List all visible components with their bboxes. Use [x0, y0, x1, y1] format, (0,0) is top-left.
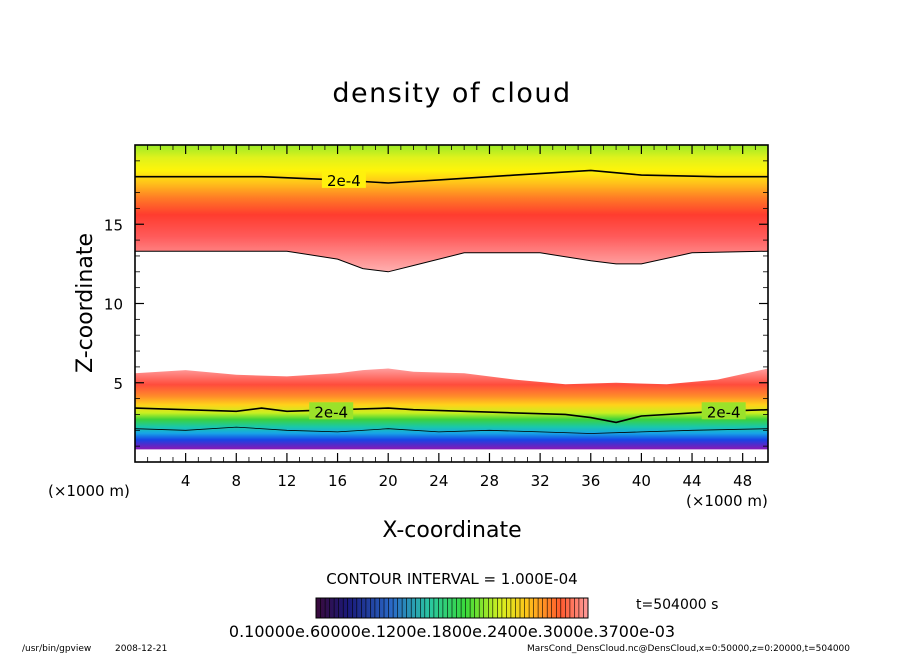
- upper-cloud-layer: [135, 145, 768, 272]
- x-tick-label: 20: [379, 472, 398, 490]
- footer-program: /usr/bin/gpview: [22, 644, 91, 654]
- contour-label: 2e-4: [314, 403, 348, 421]
- chart-title: density of cloud: [332, 78, 571, 109]
- x-tick-label: 16: [328, 472, 347, 490]
- colorbar-level-lines: [320, 598, 584, 618]
- lower-thin-contour-line: [135, 426, 768, 434]
- contour-label-bg: [321, 170, 366, 188]
- x-tick-label: 44: [682, 472, 701, 490]
- time-label: t=504000 s: [636, 597, 718, 613]
- x-tick-label: 4: [181, 472, 191, 490]
- x-tick-label: 32: [531, 472, 550, 490]
- upper-contour-line: [135, 169, 768, 184]
- colorbar-labels: 0.10000e.60000e.1200e.1800e.2400e.3000e.…: [229, 622, 675, 641]
- x-tick-label: 28: [480, 472, 499, 490]
- y-axis-units: (×1000 m): [48, 482, 130, 500]
- contour-label: 2e-4: [707, 403, 741, 421]
- lower-contour-line: [135, 407, 768, 424]
- x-axis-label: X-coordinate: [382, 518, 521, 543]
- y-tick-label: 15: [104, 216, 123, 234]
- x-tick-label: 40: [632, 472, 651, 490]
- x-axis-ticks: 4 8 12 16 20 24 28 32 36 40 44 48: [147, 145, 756, 490]
- footer-source: MarsCond_DensCloud.nc@DensCloud,x=0:5000…: [527, 644, 850, 654]
- contour-interval-text: CONTOUR INTERVAL = 1.000E-04: [326, 570, 577, 588]
- x-tick-label: 8: [232, 472, 242, 490]
- plot-area: 2e-4 2e-4 2e-4: [135, 145, 768, 450]
- x-axis-units: (×1000 m): [686, 492, 768, 510]
- x-tick-label: 48: [733, 472, 752, 490]
- contour-label-bg: [309, 402, 354, 420]
- y-axis-ticks: 5 10 15: [104, 160, 768, 447]
- x-tick-label: 12: [277, 472, 296, 490]
- footer-date: 2008-12-21: [115, 644, 167, 654]
- contour-labels: 2e-4 2e-4 2e-4: [309, 170, 746, 421]
- x-tick-label: 24: [429, 472, 448, 490]
- y-axis-label: Z-coordinate: [73, 233, 98, 373]
- y-tick-label: 5: [113, 375, 123, 393]
- y-tick-label: 10: [104, 296, 123, 314]
- lower-cloud-layer: [135, 368, 768, 450]
- x-tick-label: 36: [581, 472, 600, 490]
- upper-bottom-contour-line: [135, 250, 768, 273]
- contour-label-bg: [701, 402, 746, 420]
- contour-label: 2e-4: [327, 172, 361, 190]
